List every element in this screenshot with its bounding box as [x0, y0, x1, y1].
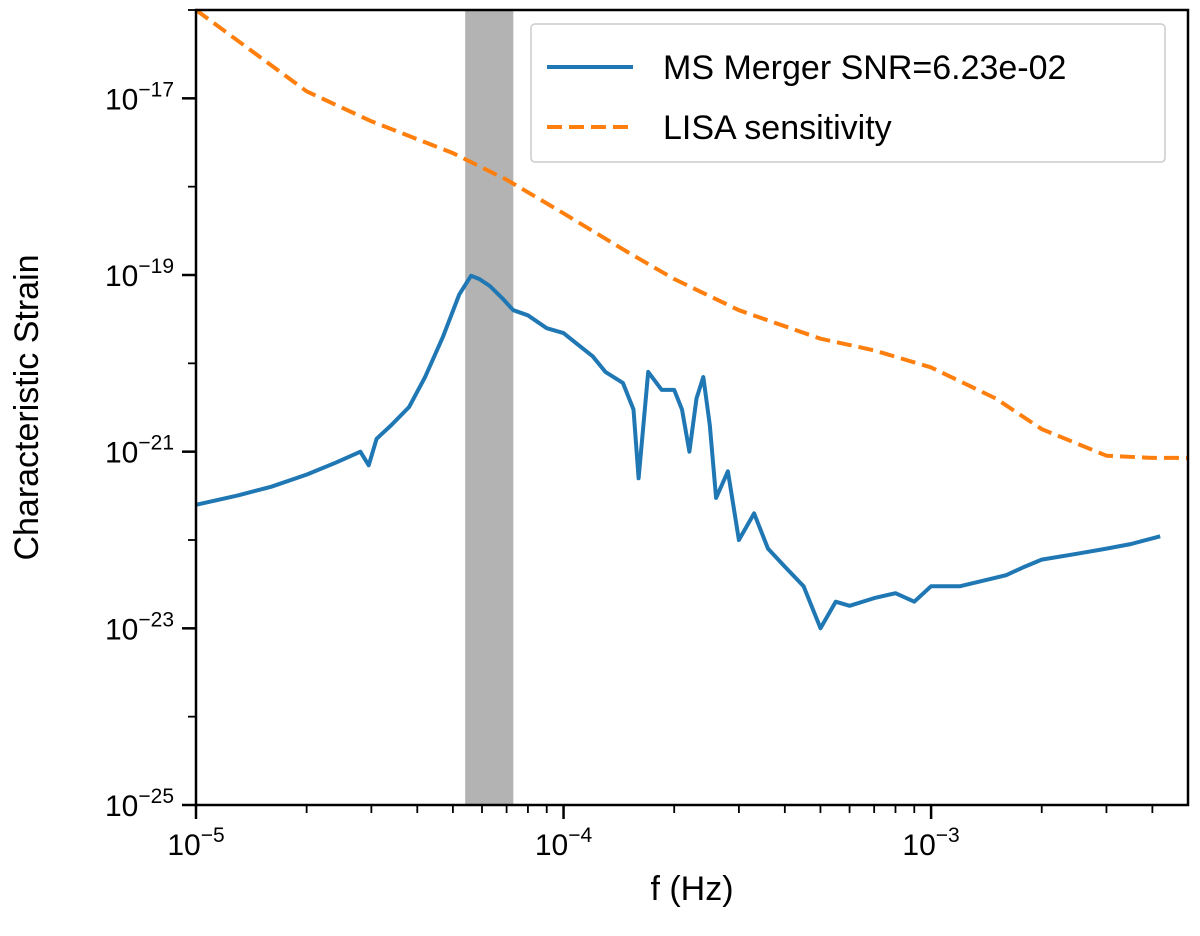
- x-axis-label: f (Hz): [650, 870, 733, 908]
- y-tick-label: 10−23: [105, 608, 174, 646]
- x-tick-label: 10−5: [167, 824, 224, 862]
- y-tick-label: 10−19: [105, 255, 174, 293]
- shaded-band: [465, 10, 514, 805]
- series-line-1: [194, 8, 1188, 460]
- legend-label-1: LISA sensitivity: [663, 109, 892, 147]
- y-tick-label: 10−21: [105, 432, 174, 470]
- x-tick-label: 10−4: [535, 824, 593, 862]
- plot-frame: [194, 8, 1190, 807]
- legend-label-0: MS Merger SNR=6.23e-02: [663, 49, 1066, 87]
- x-tick-label: 10−3: [902, 824, 959, 862]
- y-axis-label: Characteristic Strain: [8, 254, 46, 560]
- tick-layer: 10−5 10−4 10−3 10−25 10−23 10−21 10−19 10−17: [105, 9, 1154, 862]
- y-tick-label: 10−25: [105, 785, 174, 823]
- series-line-0: [195, 273, 1161, 631]
- series-layer: [194, 8, 1188, 631]
- legend-box: [530, 23, 1166, 163]
- legend: MS Merger SNR=6.23e-02 LISA sensitivity: [530, 23, 1166, 163]
- y-tick-label: 10−17: [105, 78, 174, 116]
- shaded-band-layer: [465, 10, 514, 805]
